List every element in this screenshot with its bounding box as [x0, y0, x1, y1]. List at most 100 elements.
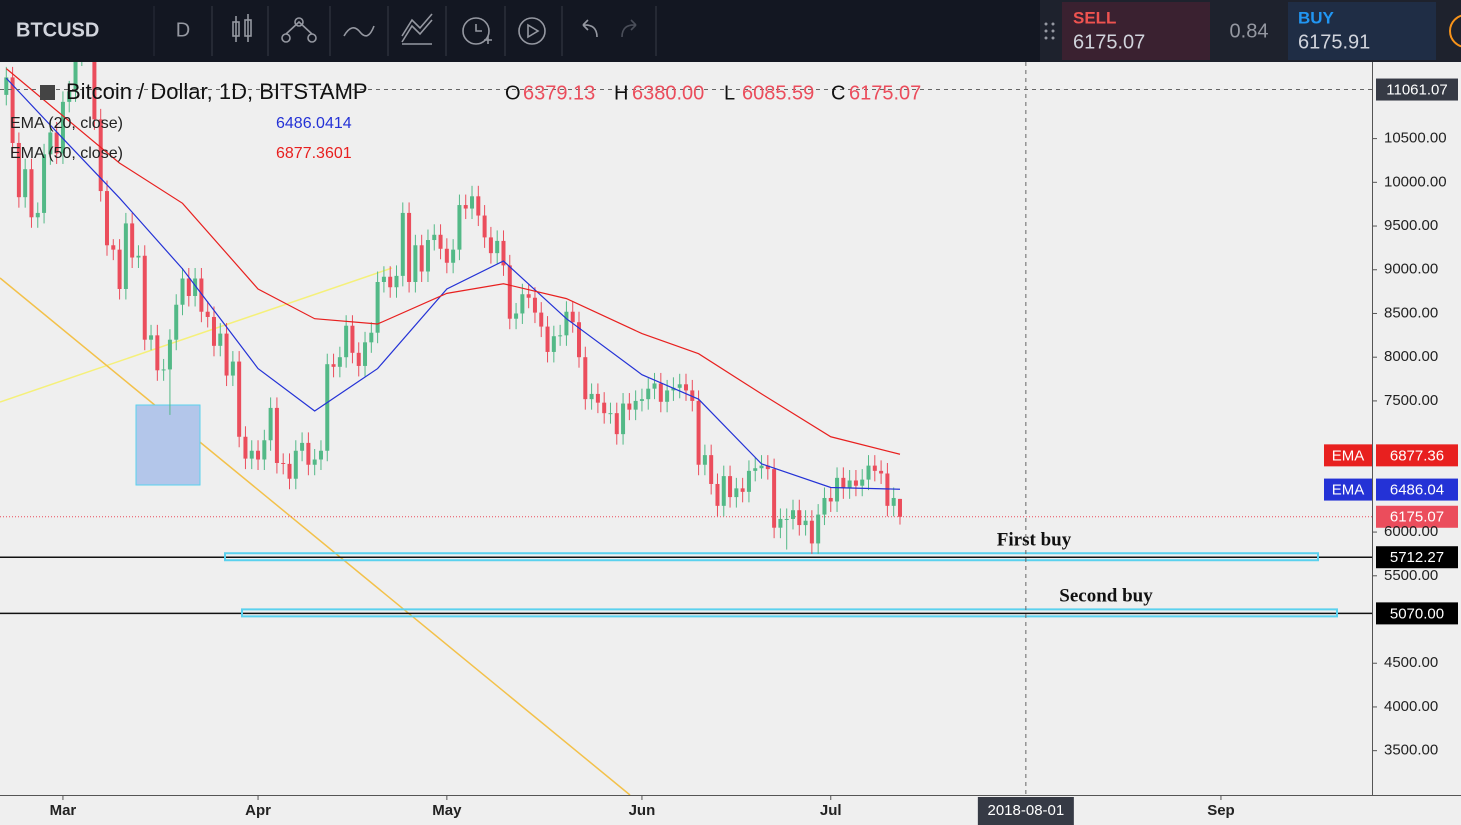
candle-body: [803, 520, 808, 526]
candle-body: [425, 240, 430, 272]
candle-body: [526, 294, 531, 298]
candle-body: [690, 390, 695, 401]
candle-body: [835, 477, 840, 502]
candle-body: [249, 450, 254, 459]
ema-legend-name: EMA (20, close): [10, 115, 123, 132]
candle-body: [300, 442, 305, 451]
x-tick-label: Mar: [50, 802, 77, 819]
level-tag-label: 5712.27: [1390, 549, 1444, 566]
account-icon[interactable]: [1449, 14, 1461, 48]
candle-body: [325, 364, 330, 451]
sell-button[interactable]: [1062, 2, 1210, 60]
candle-body: [205, 311, 210, 317]
candle-body: [98, 119, 103, 192]
annotation: First buy: [997, 530, 1072, 551]
last-price-box: [1376, 505, 1458, 528]
candle-body: [211, 316, 216, 346]
y-tick-label: 10000.00: [1384, 173, 1447, 190]
symbol[interactable]: BTCUSD: [16, 19, 99, 41]
interval[interactable]: D: [176, 19, 190, 41]
level-tag-label: 5070.00: [1390, 605, 1444, 622]
y-tick-label: 7500.00: [1384, 392, 1438, 409]
candle-body: [702, 455, 707, 465]
candle-body: [293, 450, 298, 479]
candle-body: [73, 55, 78, 92]
candle-body: [671, 387, 676, 391]
y-tick-label: 4500.00: [1384, 654, 1438, 671]
time-scale: [0, 795, 1461, 825]
candle-body: [400, 212, 405, 276]
y-tick-label: 8500.00: [1384, 304, 1438, 321]
candle-body: [262, 440, 267, 460]
candle-body: [419, 245, 424, 272]
spread: 0.84: [1230, 20, 1269, 42]
candle-body: [639, 399, 644, 401]
candle-body: [545, 326, 550, 352]
price-scale: [1372, 62, 1461, 795]
candle-body: [583, 357, 588, 400]
ema-scale-label: 6486.04: [1390, 482, 1444, 499]
candle-body: [356, 352, 361, 366]
candle-body: [432, 234, 437, 241]
candle-body: [161, 369, 166, 371]
candle-body: [558, 335, 563, 337]
candle-body: [602, 402, 607, 414]
candle-body: [407, 212, 412, 282]
candle-body: [501, 240, 506, 266]
box-drawing: [135, 404, 201, 486]
candle-body: [312, 459, 317, 465]
candle-body: [287, 463, 292, 479]
x-tick-label: Jun: [629, 802, 656, 819]
x-tick-label: Sep: [1207, 802, 1235, 819]
symbol-icon: [40, 85, 55, 100]
candle-body: [872, 465, 877, 471]
candle-body: [633, 400, 638, 410]
candle-body: [646, 388, 651, 400]
ema-scale-box: [1376, 478, 1458, 501]
y-tick-label: 6000.00: [1384, 523, 1438, 540]
candle-body: [451, 249, 456, 263]
candle-body: [778, 518, 783, 528]
candle-body: [897, 498, 902, 517]
candle-body: [193, 278, 198, 296]
candle-body: [274, 407, 279, 463]
candle-body: [375, 281, 380, 333]
candle-body: [337, 357, 342, 367]
candle-body: [180, 278, 185, 305]
candle-body: [54, 132, 59, 154]
candle-body: [243, 436, 248, 459]
candle-body: [488, 237, 493, 254]
crosshair-y-label: 11061.07: [1386, 82, 1447, 99]
candle-body: [665, 390, 670, 402]
drag-handle: [1044, 22, 1055, 40]
candle-body: [318, 450, 323, 460]
candle-body: [577, 322, 582, 358]
y-tick-label: 9500.00: [1384, 217, 1438, 234]
candle-body: [388, 276, 393, 288]
candle-body: [784, 518, 789, 520]
ohlc-key: C: [831, 82, 845, 104]
candle-body: [828, 497, 833, 502]
tool-icons[interactable]: [211, 6, 657, 56]
y-tick-label: 9000.00: [1384, 261, 1438, 278]
ohlc-value: 6175.07: [849, 82, 921, 104]
buy-button[interactable]: [1288, 2, 1436, 60]
candle-body: [268, 407, 273, 441]
candle-body: [42, 154, 47, 213]
candle-body: [174, 304, 179, 340]
last-price-label: 6175.07: [1390, 509, 1444, 526]
ema-tag: EMA: [1332, 447, 1365, 464]
candle-body: [29, 169, 34, 218]
candle-body: [60, 101, 65, 154]
candle-body: [709, 455, 714, 484]
candle-body: [721, 476, 726, 506]
ema-legend-value: 6486.0414: [276, 115, 352, 132]
candle-body: [514, 313, 519, 319]
ema-tag-box: [1324, 444, 1372, 467]
candle-body: [627, 403, 632, 410]
candle-body: [589, 393, 594, 400]
ohlc-value: 6085.59: [742, 82, 814, 104]
candle-body: [363, 342, 368, 366]
